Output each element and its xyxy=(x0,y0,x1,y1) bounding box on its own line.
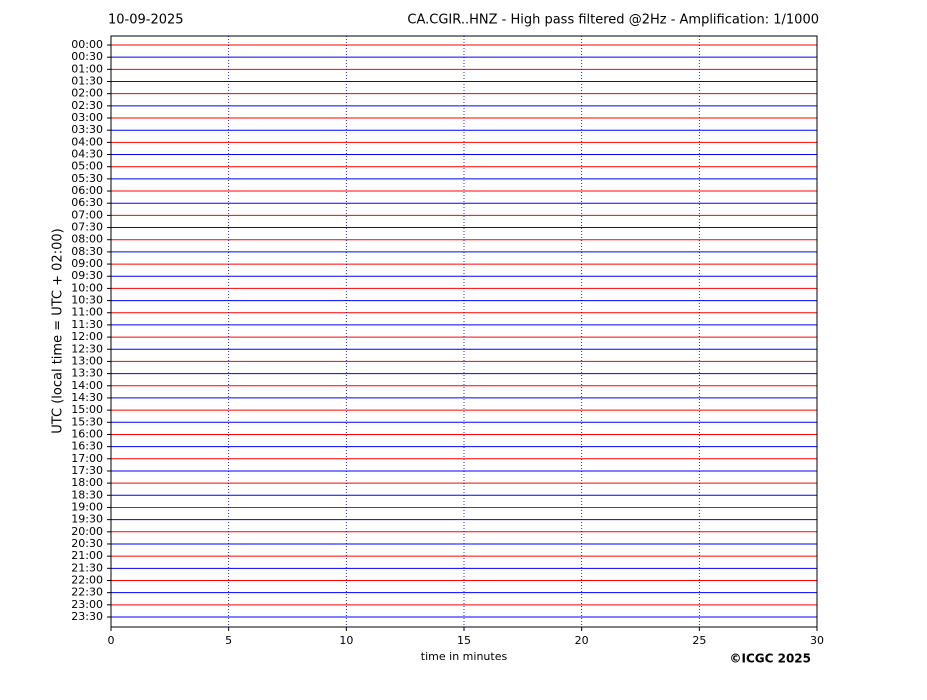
x-tick-label: 20 xyxy=(575,634,589,647)
y-tick-label: 04:30 xyxy=(71,148,103,161)
y-tick-label: 15:30 xyxy=(71,415,103,428)
y-tick-label: 07:00 xyxy=(71,208,103,221)
y-tick-label: 13:00 xyxy=(71,354,103,367)
y-tick-label: 01:30 xyxy=(71,75,103,88)
x-tick-label: 0 xyxy=(108,634,115,647)
y-tick-label: 22:00 xyxy=(71,573,103,586)
y-tick-label: 09:30 xyxy=(71,269,103,282)
x-tick-label: 30 xyxy=(810,634,824,647)
y-tick-label: 10:30 xyxy=(71,294,103,307)
y-tick-label: 05:30 xyxy=(71,172,103,185)
x-axis-label: time in minutes xyxy=(421,650,508,663)
y-tick-label: 19:30 xyxy=(71,513,103,526)
y-tick-label: 07:30 xyxy=(71,221,103,234)
x-tick-label: 25 xyxy=(692,634,706,647)
y-tick-label: 11:00 xyxy=(71,306,103,319)
y-tick-label: 20:30 xyxy=(71,537,103,550)
y-tick-label: 12:30 xyxy=(71,342,103,355)
y-tick-label: 16:00 xyxy=(71,427,103,440)
date: 10-09-2025 xyxy=(108,13,184,28)
copyright: ©ICGC 2025 xyxy=(729,652,811,666)
y-tick-label: 09:00 xyxy=(71,257,103,270)
y-tick-label: 16:30 xyxy=(71,440,103,453)
y-tick-label: 06:30 xyxy=(71,196,103,209)
y-tick-label: 20:00 xyxy=(71,525,103,538)
x-tick-label: 5 xyxy=(225,634,232,647)
y-tick-label: 10:00 xyxy=(71,281,103,294)
y-tick-label: 05:00 xyxy=(71,160,103,173)
y-tick-label: 23:30 xyxy=(71,610,103,623)
y-tick-label: 18:00 xyxy=(71,476,103,489)
y-tick-label: 21:00 xyxy=(71,549,103,562)
y-tick-label: 19:00 xyxy=(71,500,103,513)
y-tick-label: 17:30 xyxy=(71,464,103,477)
y-axis-label: UTC (local time = UTC + 02:00) xyxy=(51,228,66,433)
y-tick-label: 04:00 xyxy=(71,135,103,148)
y-tick-label: 23:00 xyxy=(71,598,103,611)
y-tick-label: 02:30 xyxy=(71,99,103,112)
y-tick-label: 11:30 xyxy=(71,318,103,331)
y-tick-label: 08:30 xyxy=(71,245,103,258)
chart-title: CA.CGIR..HNZ - High pass filtered @2Hz -… xyxy=(407,13,819,28)
y-tick-label: 00:30 xyxy=(71,50,103,63)
y-tick-label: 14:30 xyxy=(71,391,103,404)
y-tick-label: 03:00 xyxy=(71,111,103,124)
y-tick-label: 14:00 xyxy=(71,379,103,392)
y-tick-label: 06:00 xyxy=(71,184,103,197)
y-tick-label: 03:30 xyxy=(71,123,103,136)
y-tick-label: 00:00 xyxy=(71,38,103,51)
x-tick-label: 10 xyxy=(339,634,353,647)
y-tick-label: 13:30 xyxy=(71,367,103,380)
y-tick-label: 22:30 xyxy=(71,586,103,599)
y-tick-label: 15:00 xyxy=(71,403,103,416)
x-tick-label: 15 xyxy=(457,634,471,647)
y-tick-label: 21:30 xyxy=(71,561,103,574)
y-tick-label: 18:30 xyxy=(71,488,103,501)
y-tick-label: 17:00 xyxy=(71,452,103,465)
y-tick-label: 02:00 xyxy=(71,87,103,100)
y-tick-label: 01:00 xyxy=(71,62,103,75)
y-tick-label: 08:00 xyxy=(71,233,103,246)
plot-frame xyxy=(110,35,818,628)
y-tick-label: 12:00 xyxy=(71,330,103,343)
